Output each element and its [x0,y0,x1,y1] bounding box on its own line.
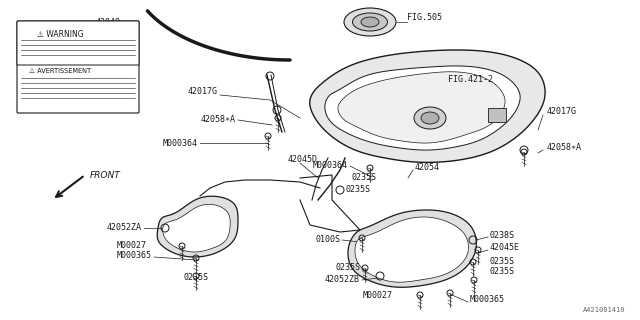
Polygon shape [355,217,468,282]
Polygon shape [325,66,520,150]
FancyBboxPatch shape [17,21,139,65]
Text: 42052ZB: 42052ZB [325,276,360,284]
Text: 42052ZA: 42052ZA [107,223,142,233]
Text: 0238S: 0238S [490,230,515,239]
Ellipse shape [353,13,387,31]
Text: FIG.505: FIG.505 [407,13,442,22]
Ellipse shape [421,112,439,124]
Bar [488,108,506,122]
Polygon shape [338,72,505,143]
Text: M000365: M000365 [117,252,152,260]
Text: M000365: M000365 [470,295,505,305]
Polygon shape [348,210,476,287]
Ellipse shape [344,8,396,36]
Text: FIG.421-2: FIG.421-2 [448,76,493,84]
Text: 0235S: 0235S [345,186,370,195]
FancyBboxPatch shape [17,21,139,113]
Text: 0235S: 0235S [335,263,360,273]
Text: 42045E: 42045E [490,244,520,252]
Ellipse shape [361,17,379,27]
Text: 42058∗A: 42058∗A [201,116,236,124]
Text: ⚠ AVERTISSEMENT: ⚠ AVERTISSEMENT [29,68,91,74]
Text: ⚠ WARNING: ⚠ WARNING [36,30,83,39]
Text: M000364: M000364 [313,161,348,170]
Text: M00027: M00027 [117,241,147,250]
Polygon shape [310,50,545,162]
Text: 42017G: 42017G [188,87,218,97]
Ellipse shape [414,107,446,129]
Text: FRONT: FRONT [90,171,121,180]
Text: M000364: M000364 [163,139,198,148]
Polygon shape [157,196,238,257]
Text: 0235S: 0235S [352,173,377,182]
Text: 0235S: 0235S [490,258,515,267]
Polygon shape [163,204,230,252]
Text: 42045D: 42045D [288,156,318,164]
Text: 0235S: 0235S [490,268,515,276]
Text: 42054: 42054 [415,164,440,172]
Text: M00027: M00027 [363,292,393,300]
Text: 42058∗A: 42058∗A [547,143,582,153]
Text: 42048: 42048 [95,18,120,27]
Text: A421001410: A421001410 [582,307,625,313]
Text: 0235S: 0235S [184,273,209,282]
Text: 42017G: 42017G [547,108,577,116]
Text: 0100S: 0100S [315,236,340,244]
